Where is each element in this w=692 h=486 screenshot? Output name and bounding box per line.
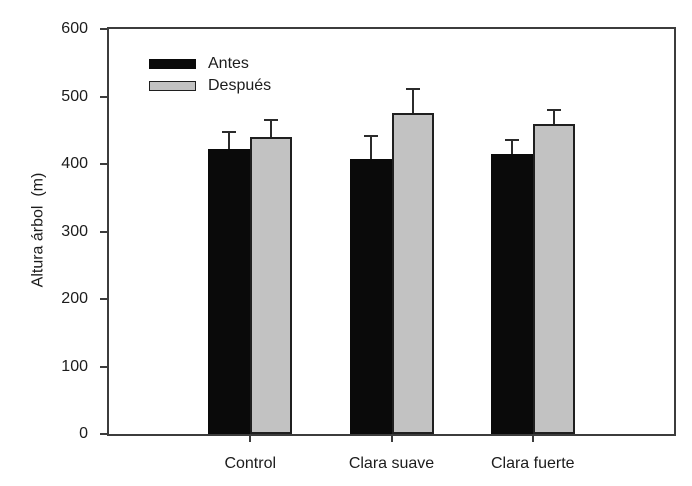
legend-swatch-antes — [149, 59, 196, 69]
error-bar-antes-control — [228, 131, 231, 150]
x-axis-label-control: Control — [224, 455, 277, 472]
bar-antes-control — [208, 149, 251, 434]
bar-antes-clara-fuerte — [490, 153, 533, 434]
y-axis-tick-label-0: 0 — [79, 425, 88, 442]
x-axis-label-clara-fuerte: Clara fuerte — [490, 455, 575, 472]
error-cap-antes-clara-fuerte — [504, 138, 519, 141]
x-axis-tick-control — [249, 434, 252, 442]
y-axis-tick-label-300: 300 — [61, 222, 88, 240]
error-cap-despues-control — [264, 119, 279, 122]
x-axis-label-clara-suave: Clara suave — [348, 455, 435, 472]
error-bar-despues-clara-fuerte — [552, 110, 555, 124]
legend: Antes Después — [149, 53, 271, 97]
error-cap-despues-clara-suave — [405, 88, 420, 91]
error-cap-antes-control — [222, 130, 237, 133]
error-bar-despues-control — [270, 120, 273, 137]
error-bar-despues-clara-suave — [411, 89, 414, 114]
bar-despues-control — [250, 137, 293, 434]
legend-item-despues: Después — [149, 75, 271, 97]
y-axis-tick-100 — [100, 365, 107, 368]
y-axis-tick-label-400: 400 — [61, 155, 88, 172]
y-axis-tick-label-500: 500 — [61, 87, 88, 105]
bar-despues-clara-fuerte — [532, 123, 575, 434]
x-axis-tick-clara-fuerte — [531, 434, 534, 442]
legend-item-antes: Antes — [149, 53, 271, 75]
legend-label-despues: Después — [208, 77, 272, 94]
y-axis-tick-200 — [100, 298, 107, 300]
error-cap-despues-clara-fuerte — [546, 109, 561, 111]
y-axis-tick-300 — [100, 230, 107, 233]
y-axis-tick-500 — [100, 95, 107, 98]
legend-label-antes: Antes — [208, 55, 249, 72]
plot-area: Antes Después 0 100 200 300 400 500 600 Control… — [61, 20, 676, 472]
y-axis-tick-label-100: 100 — [61, 357, 88, 375]
y-axis-tick-600 — [100, 28, 107, 30]
y-axis-tick-label-200: 200 — [61, 290, 88, 307]
error-cap-antes-clara-suave — [363, 135, 378, 138]
error-bar-antes-clara-suave — [369, 136, 372, 160]
legend-swatch-despues — [149, 81, 196, 91]
bar-despues-clara-suave — [391, 113, 434, 434]
bar-antes-clara-suave — [349, 159, 392, 434]
y-axis-tick-label-600: 600 — [61, 20, 88, 37]
y-axis-tick-400 — [100, 163, 107, 165]
x-axis-tick-clara-suave — [390, 434, 393, 442]
error-bar-antes-clara-fuerte — [510, 139, 513, 154]
y-axis-tick-0 — [100, 433, 107, 435]
